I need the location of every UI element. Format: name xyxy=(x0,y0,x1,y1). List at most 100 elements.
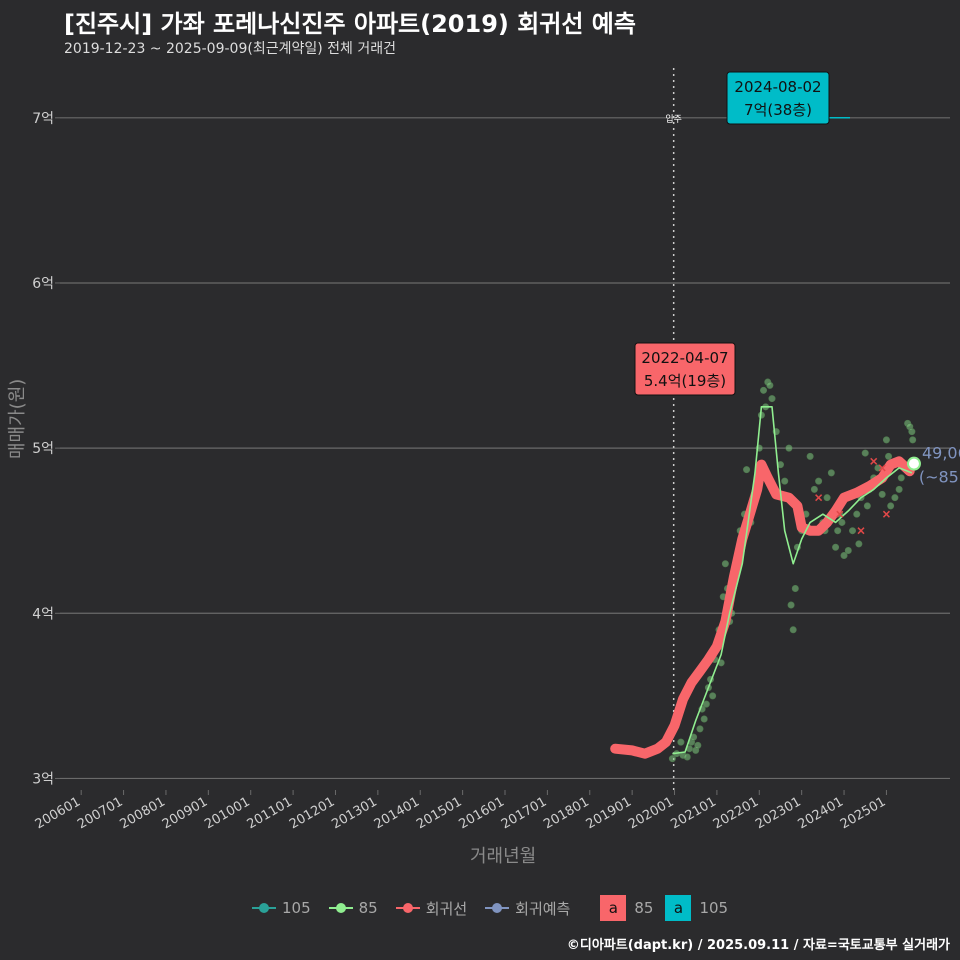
data-point-85 xyxy=(806,452,814,460)
y-tick-label: 7억 xyxy=(32,111,54,127)
data-point-85 xyxy=(891,494,899,502)
regression-marker xyxy=(882,510,890,518)
x-tick-label: 201901 xyxy=(584,794,634,832)
x-tick-label: 202001 xyxy=(626,794,676,832)
data-point-85 xyxy=(861,449,869,457)
data-point-85 xyxy=(677,738,685,746)
x-axis-label: 거래년월 xyxy=(470,846,537,867)
regression-line xyxy=(610,456,915,759)
y-tick-label: 3억 xyxy=(32,771,54,787)
legend-label: 회귀예측 xyxy=(515,899,571,918)
data-point-85 xyxy=(709,692,717,700)
data-point-85 xyxy=(700,715,708,723)
annotation-value: 7억(38층) xyxy=(744,101,812,119)
legend-label: 105 xyxy=(282,899,311,917)
data-point-85 xyxy=(909,436,917,444)
x-tick-label: 201501 xyxy=(414,794,464,832)
legend-item-105: 105 xyxy=(252,899,311,917)
data-point-85 xyxy=(823,494,831,502)
regression-marker xyxy=(836,510,844,518)
data-point-85 xyxy=(844,547,852,555)
data-point-85 xyxy=(785,444,793,452)
data-point-85 xyxy=(810,485,818,493)
data-point-85 xyxy=(696,725,704,733)
legend-box-label: 105 xyxy=(699,899,729,917)
footer-credit: ©디아파트(dapt.kr) / 2025.09.11 / 자료=국토교통부 실… xyxy=(566,938,950,953)
data-point-85 xyxy=(895,485,903,493)
data-point-85 xyxy=(827,469,835,477)
data-point-85 xyxy=(882,436,890,444)
data-point-85 xyxy=(887,502,895,510)
chart-title: [진주시] 가좌 포레나신진주 아파트(2019) 회귀선 예측 xyxy=(64,10,636,38)
prediction-size-label: (~85㎡) xyxy=(919,468,960,487)
annotation-box-85 xyxy=(634,342,736,396)
data-point-85 xyxy=(789,626,797,634)
legend-box-105: a xyxy=(665,895,692,921)
y-tick-label: 4억 xyxy=(32,606,54,622)
x-tick-label: 202401 xyxy=(796,794,846,832)
data-point-85 xyxy=(694,741,702,749)
data-point-85 xyxy=(815,477,823,485)
data-point-85 xyxy=(743,466,751,474)
data-point-85 xyxy=(668,755,676,763)
regression-marker xyxy=(857,527,865,535)
x-tick-label: 200701 xyxy=(75,794,125,832)
x-tick-label: 201201 xyxy=(287,794,337,832)
legend-item-regression: 회귀선 xyxy=(395,898,468,919)
data-point-85 xyxy=(908,428,916,436)
data-point-85 xyxy=(840,551,848,559)
data-point-85 xyxy=(702,700,710,708)
x-tick-label: 201301 xyxy=(329,794,379,832)
data-point-85 xyxy=(849,527,857,535)
annotation-box-105 xyxy=(726,71,830,125)
data-point-85 xyxy=(855,540,863,548)
data-point-85 xyxy=(834,527,842,535)
y-tick-label: 6억 xyxy=(32,276,54,292)
x-tick-label: 200601 xyxy=(33,794,83,832)
y-axis-label: 매매가(원) xyxy=(7,378,28,459)
data-point-85 xyxy=(683,753,691,761)
data-point-85 xyxy=(721,560,729,568)
data-point-85 xyxy=(897,474,905,482)
x-tick-label: 202101 xyxy=(668,794,718,832)
data-point-85 xyxy=(760,386,768,394)
legend-item-prediction: 회귀예측 xyxy=(485,898,570,919)
data-point-85 xyxy=(768,395,776,403)
legend-item-85: 85 xyxy=(328,899,378,917)
regression-marker xyxy=(878,464,886,472)
smooth-line-85 xyxy=(672,406,913,755)
legend-label: 회귀선 xyxy=(425,899,468,918)
x-tick-label: 200801 xyxy=(117,794,167,832)
annotation-value: 5.4억(19층) xyxy=(644,372,726,390)
data-point-85 xyxy=(853,510,861,518)
data-point-85 xyxy=(838,518,846,526)
data-point-85 xyxy=(832,543,840,551)
data-point-85 xyxy=(787,601,795,609)
data-point-85 xyxy=(878,490,886,498)
prediction-point xyxy=(906,456,921,471)
data-point-85 xyxy=(766,381,774,389)
regression-marker xyxy=(870,457,878,465)
legend-box-85: a xyxy=(600,895,627,921)
prediction-value-label: 49,062 xyxy=(922,444,960,463)
regression-marker xyxy=(815,494,823,502)
annotation-date: 2024-08-02 xyxy=(734,78,821,96)
legend-label: 85 xyxy=(358,899,378,917)
x-tick-label: 200901 xyxy=(160,794,210,832)
data-point-85 xyxy=(791,585,799,593)
move-in-label: 입주 xyxy=(665,113,682,125)
x-tick-label: 201701 xyxy=(499,794,549,832)
x-tick-label: 202201 xyxy=(711,794,761,832)
y-tick-label: 5억 xyxy=(32,441,54,457)
x-tick-label: 202301 xyxy=(753,794,803,832)
annotation-date: 2022-04-07 xyxy=(641,349,728,367)
x-tick-label: 201401 xyxy=(372,794,422,832)
data-point-85 xyxy=(863,502,871,510)
chart-subtitle: 2019-12-23 ~ 2025-09-09(최근계약일) 전체 거래건 xyxy=(64,41,396,57)
x-tick-label: 201801 xyxy=(541,794,591,832)
x-tick-label: 202501 xyxy=(838,794,888,832)
x-tick-label: 201601 xyxy=(457,794,507,832)
legend: 105 85 회귀선 회귀예측 a 85 a 105 xyxy=(252,895,728,921)
data-point-85 xyxy=(885,452,893,460)
